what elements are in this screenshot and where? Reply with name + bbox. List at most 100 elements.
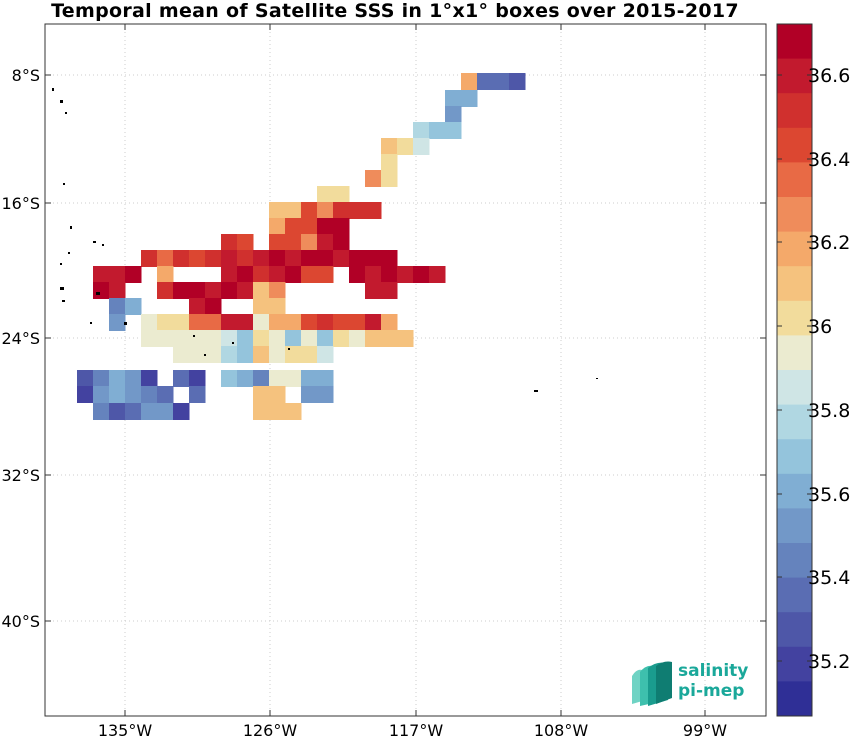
island — [102, 244, 104, 246]
sss-box — [285, 403, 302, 420]
sss-box — [429, 122, 446, 139]
sss-box — [461, 73, 478, 90]
sss-box — [205, 330, 222, 347]
colorbar-segment — [777, 127, 812, 163]
sss-box — [253, 314, 270, 331]
colorbar-label: 35.6 — [808, 484, 850, 506]
colorbar-segment — [777, 231, 812, 267]
island — [62, 300, 65, 302]
sss-box — [285, 346, 302, 363]
sss-box — [381, 330, 398, 347]
sss-box — [349, 250, 366, 267]
sss-box — [413, 266, 430, 283]
axis-ticks: 8°S 16°S 24°S 32°S 40°S 135°W 126°W 117°W 108°W 9… — [1, 24, 766, 740]
sss-box — [301, 234, 318, 251]
sss-box — [253, 346, 270, 363]
colorbar-segment — [777, 370, 812, 406]
sss-box — [285, 370, 302, 387]
sss-box — [125, 370, 142, 387]
sss-box — [221, 266, 238, 283]
sss-box — [109, 403, 126, 420]
sss-box — [141, 250, 158, 267]
sss-box — [253, 370, 270, 387]
sss-box — [317, 186, 334, 203]
sss-box — [237, 266, 254, 283]
colorbar-segment — [777, 612, 812, 648]
colorbar-label: 36.6 — [808, 65, 850, 87]
sss-box — [237, 370, 254, 387]
sss-box — [349, 314, 366, 331]
sss-box — [221, 346, 238, 363]
sss-box — [285, 330, 302, 347]
sss-box — [253, 266, 270, 283]
lat-label: 24°S — [1, 329, 40, 348]
sss-box — [301, 370, 318, 387]
sss-box — [269, 386, 286, 403]
sss-box — [397, 138, 414, 155]
sss-box — [221, 250, 238, 267]
sss-box — [221, 282, 238, 299]
sss-box — [381, 154, 398, 171]
sss-box — [365, 202, 382, 219]
sss-box — [141, 403, 158, 420]
sss-box — [413, 138, 430, 155]
sss-box — [381, 250, 398, 267]
sss-box — [173, 403, 190, 420]
sss-box — [333, 234, 350, 251]
lon-label: 108°W — [534, 721, 589, 740]
sss-box — [237, 330, 254, 347]
sss-box — [157, 403, 174, 420]
map-frame — [44, 23, 767, 717]
island — [534, 390, 538, 392]
sss-box — [317, 218, 334, 235]
sss-box — [189, 330, 206, 347]
island — [60, 263, 62, 265]
sss-box — [301, 346, 318, 363]
island — [60, 100, 63, 103]
sss-box — [237, 314, 254, 331]
logo-line2: pi-mep — [678, 681, 745, 701]
sss-box — [141, 386, 158, 403]
sss-box — [509, 73, 526, 90]
logo-line1: salinity — [678, 661, 749, 681]
colorbar-label: 35.2 — [808, 651, 850, 673]
sss-box — [317, 346, 334, 363]
island — [65, 112, 67, 114]
sss-box — [285, 250, 302, 267]
sss-box — [221, 234, 238, 251]
sss-box — [269, 370, 286, 387]
sss-box — [253, 386, 270, 403]
lat-label: 40°S — [1, 612, 40, 631]
logo-waves-icon — [632, 661, 672, 706]
sss-box — [333, 218, 350, 235]
map-title: Temporal mean of Satellite SSS in 1°x1° … — [51, 0, 739, 22]
colorbar-label: 35.8 — [808, 400, 850, 422]
sss-box — [77, 370, 94, 387]
colorbar-segment — [777, 543, 812, 579]
colorbar-label: 35.4 — [808, 567, 850, 589]
sss-box — [221, 370, 238, 387]
colorbar-segment — [777, 58, 812, 94]
lon-label: 126°W — [243, 721, 298, 740]
colorbar-label: 36.4 — [808, 149, 850, 171]
sss-box — [365, 330, 382, 347]
sss-box — [285, 234, 302, 251]
sss-box — [237, 250, 254, 267]
sss-box — [285, 314, 302, 331]
sss-box — [301, 314, 318, 331]
colorbar-segment — [777, 335, 812, 371]
sss-box — [301, 266, 318, 283]
island — [204, 354, 206, 356]
colorbar-segment — [777, 300, 812, 336]
sss-box — [109, 314, 126, 331]
sss-box — [445, 122, 462, 139]
lat-label: 32°S — [1, 466, 40, 485]
sss-box — [125, 266, 142, 283]
island — [70, 226, 72, 229]
sss-box — [461, 90, 478, 107]
sss-box — [93, 386, 110, 403]
sss-box — [125, 298, 142, 315]
sss-box — [301, 330, 318, 347]
sss-box — [269, 346, 286, 363]
island — [193, 335, 195, 337]
